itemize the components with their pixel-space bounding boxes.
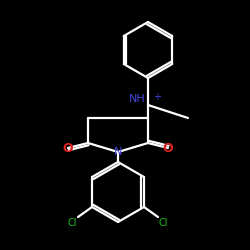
Text: NH: NH — [129, 94, 146, 104]
Text: Cl: Cl — [159, 218, 168, 228]
Text: +: + — [153, 92, 161, 102]
Text: Cl: Cl — [68, 218, 77, 228]
Text: N: N — [114, 147, 122, 157]
Text: O: O — [63, 142, 73, 154]
Text: O: O — [163, 142, 173, 154]
